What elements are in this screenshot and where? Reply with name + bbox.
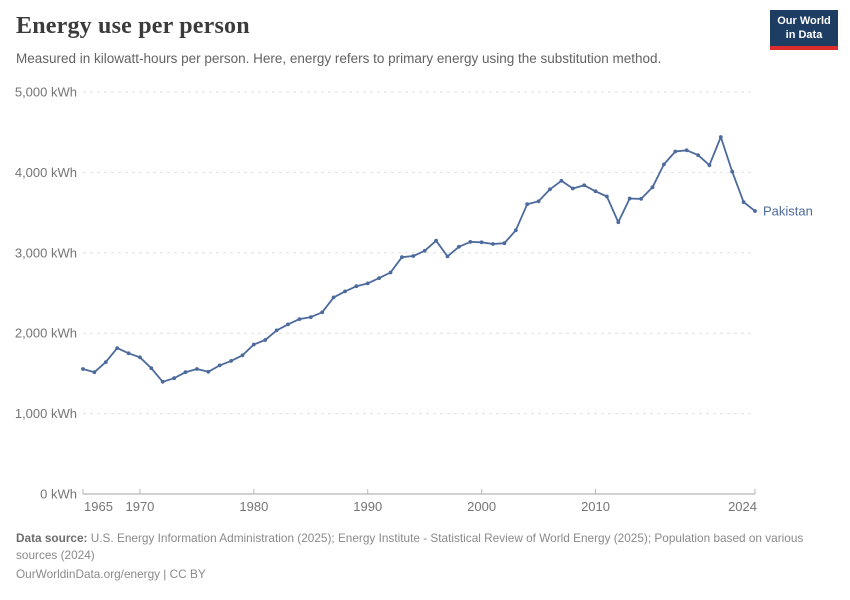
entity-label[interactable]: Pakistan bbox=[763, 203, 813, 218]
x-axis-tick-label: 1980 bbox=[239, 499, 268, 514]
y-axis-tick-label: 3,000 kWh bbox=[15, 245, 77, 260]
data-point[interactable] bbox=[411, 254, 416, 258]
data-point[interactable] bbox=[627, 196, 632, 201]
data-point[interactable] bbox=[365, 281, 370, 286]
data-point[interactable] bbox=[548, 187, 552, 192]
data-point[interactable] bbox=[308, 315, 313, 319]
data-point[interactable] bbox=[263, 338, 268, 342]
data-point[interactable] bbox=[650, 185, 655, 190]
data-point[interactable] bbox=[536, 199, 541, 204]
data-point[interactable] bbox=[172, 376, 177, 381]
data-point[interactable] bbox=[718, 135, 723, 139]
data-point[interactable] bbox=[457, 244, 461, 249]
y-axis-tick-label: 5,000 kWh bbox=[15, 85, 77, 100]
data-point[interactable] bbox=[570, 186, 575, 191]
data-point[interactable] bbox=[138, 355, 142, 360]
data-point[interactable] bbox=[582, 183, 587, 188]
data-point[interactable] bbox=[149, 366, 154, 371]
data-point[interactable] bbox=[217, 363, 222, 368]
data-point[interactable] bbox=[183, 370, 188, 375]
y-axis-tick-label: 1,000 kWh bbox=[15, 406, 77, 421]
x-axis-tick-label: 2010 bbox=[581, 499, 610, 514]
data-point[interactable] bbox=[593, 189, 598, 194]
data-line[interactable] bbox=[82, 136, 756, 383]
data-point[interactable] bbox=[377, 276, 381, 280]
data-point[interactable] bbox=[616, 220, 621, 225]
data-point[interactable] bbox=[639, 197, 643, 201]
chart-svg: 0 kWh 1,000 kWh 2,000 kWh 3,000 kWh 4,000 kW… bbox=[15, 85, 813, 515]
data-point[interactable] bbox=[81, 367, 85, 371]
data-point[interactable] bbox=[388, 270, 393, 275]
y-axis-tick-label: 2,000 kWh bbox=[15, 326, 77, 341]
data-point[interactable] bbox=[707, 163, 712, 168]
data-point[interactable] bbox=[229, 359, 234, 363]
data-point[interactable] bbox=[126, 351, 131, 356]
data-point[interactable] bbox=[696, 153, 700, 158]
data-source-label: Data source: bbox=[16, 531, 88, 545]
data-source-line: Data source: U.S. Energy Information Adm… bbox=[16, 530, 822, 563]
y-axis-tick-label: 4,000 kWh bbox=[15, 165, 77, 180]
page-subtitle: Measured in kilowatt-hours per person. H… bbox=[16, 51, 662, 66]
data-point[interactable] bbox=[445, 254, 450, 259]
data-point[interactable] bbox=[434, 238, 438, 243]
data-point[interactable] bbox=[103, 360, 108, 364]
data-point[interactable] bbox=[400, 255, 404, 260]
owid-logo-line1: Our World bbox=[777, 15, 831, 27]
data-point[interactable] bbox=[160, 379, 165, 384]
data-point[interactable] bbox=[297, 317, 302, 321]
license-line: OurWorldinData.org/energy | CC BY bbox=[16, 567, 206, 581]
data-point[interactable] bbox=[479, 240, 484, 245]
data-point[interactable] bbox=[354, 284, 359, 289]
data-point[interactable] bbox=[115, 346, 120, 350]
data-point[interactable] bbox=[491, 242, 495, 246]
data-point[interactable] bbox=[662, 162, 666, 167]
data-point[interactable] bbox=[525, 202, 530, 207]
data-point[interactable] bbox=[251, 342, 256, 347]
data-point[interactable] bbox=[274, 328, 279, 333]
data-point[interactable] bbox=[343, 289, 347, 294]
x-axis-tick-label: 1965 bbox=[84, 499, 113, 514]
data-point[interactable] bbox=[195, 367, 199, 371]
data-point[interactable] bbox=[206, 369, 211, 374]
data-point[interactable] bbox=[684, 148, 689, 153]
data-point[interactable] bbox=[422, 248, 427, 253]
data-point[interactable] bbox=[92, 370, 97, 375]
owid-logo-line2: in Data bbox=[785, 28, 823, 41]
data-point[interactable] bbox=[605, 194, 609, 199]
data-point[interactable] bbox=[559, 178, 564, 183]
data-point[interactable] bbox=[753, 209, 757, 213]
data-point[interactable] bbox=[513, 228, 518, 233]
y-axis-tick-label: 0 kWh bbox=[40, 487, 77, 502]
x-axis-tick-label: 2024 bbox=[728, 499, 757, 514]
data-point[interactable] bbox=[286, 322, 290, 327]
data-point[interactable] bbox=[468, 240, 473, 244]
x-axis-tick-label: 2000 bbox=[467, 499, 496, 514]
data-point[interactable] bbox=[730, 169, 735, 174]
data-point[interactable] bbox=[673, 149, 678, 154]
data-point[interactable] bbox=[502, 241, 507, 246]
x-axis-tick-label: 1990 bbox=[353, 499, 382, 514]
data-point[interactable] bbox=[320, 310, 325, 315]
data-point[interactable] bbox=[331, 295, 336, 300]
x-axis-tick-label: 1970 bbox=[125, 499, 154, 514]
data-point[interactable] bbox=[741, 200, 746, 205]
page-title: Energy use per person bbox=[16, 13, 250, 39]
data-point[interactable] bbox=[240, 353, 245, 358]
owid-logo: Our World in Data bbox=[770, 10, 838, 50]
data-source-text: U.S. Energy Information Administration (… bbox=[16, 531, 804, 562]
